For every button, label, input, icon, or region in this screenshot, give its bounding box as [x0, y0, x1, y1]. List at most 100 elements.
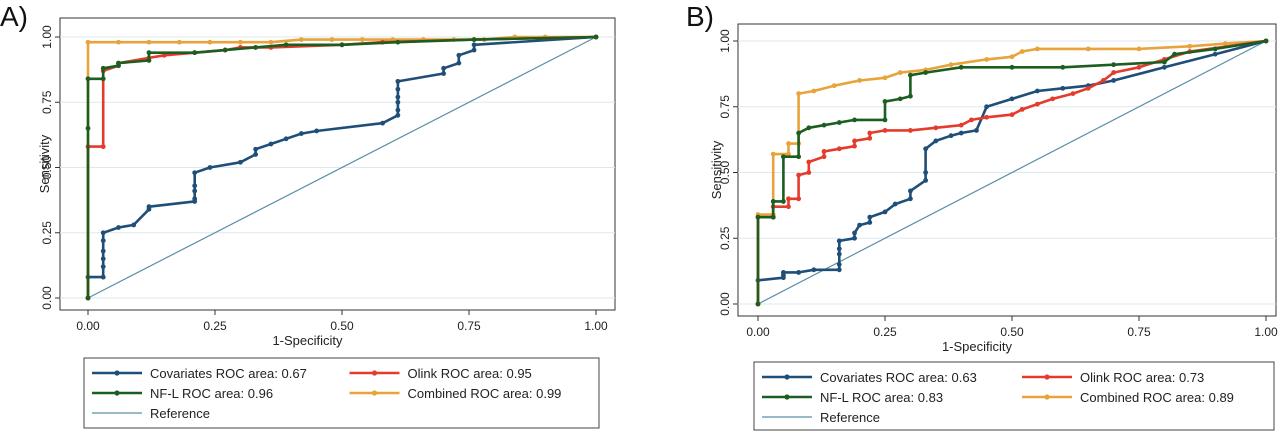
legend-marker [1044, 394, 1050, 400]
data-point [781, 199, 786, 204]
data-point [755, 214, 761, 220]
data-point [1050, 96, 1056, 102]
series-line [756, 39, 1267, 304]
data-point [1212, 51, 1218, 57]
x-tick-label: 0.75 [1127, 325, 1151, 339]
legend-marker [114, 370, 120, 376]
x-tick-label: 0.50 [1000, 325, 1024, 339]
data-point [1111, 62, 1116, 68]
data-point [867, 220, 873, 225]
data-point [770, 151, 776, 157]
data-point [923, 170, 929, 175]
data-point [100, 248, 106, 254]
data-point [770, 199, 776, 204]
data-point [796, 196, 802, 202]
y-tick-label: 1.00 [718, 29, 732, 53]
data-point [131, 222, 137, 228]
data-point [882, 99, 888, 104]
data-point [329, 37, 335, 43]
legend-box [753, 361, 1275, 431]
legend-label: Olink ROC area: 0.73 [1080, 370, 1204, 385]
data-point [1009, 96, 1015, 102]
data-point [116, 39, 121, 45]
data-point [821, 122, 827, 128]
data-point [933, 138, 939, 144]
data-point [796, 130, 802, 136]
x-axis-label: 1-Specificity [272, 333, 343, 348]
data-point [908, 93, 913, 99]
y-tick-label: 0.75 [718, 95, 732, 119]
grid [738, 40, 1276, 305]
data-point [471, 47, 477, 53]
data-point [948, 133, 954, 139]
y-tick-label: 0.75 [40, 90, 54, 114]
data-point [923, 177, 929, 183]
y-tick-label: 0.50 [718, 160, 732, 184]
y-tick-label: 0.00 [40, 286, 54, 310]
data-point [395, 94, 401, 100]
data-point [146, 58, 152, 63]
legend-label: Covariates ROC area: 0.63 [820, 370, 977, 385]
data-point [1035, 88, 1040, 94]
roc-chart-a: A) 0.00 0.00 0.25 0.25 0.50 0.50 0.75 0.75 1.00 1.… [0, 1, 616, 429]
data-point [1070, 91, 1076, 96]
data-point [1136, 46, 1142, 52]
data-point [882, 209, 888, 215]
data-point [796, 172, 802, 178]
data-point [867, 135, 873, 141]
data-point [882, 75, 888, 81]
legend-marker [371, 370, 378, 376]
data-point [958, 122, 964, 128]
data-point [1019, 106, 1025, 112]
data-point [192, 188, 198, 194]
data-point [882, 117, 888, 123]
data-point [908, 188, 913, 194]
data-point [786, 204, 791, 210]
data-point [253, 146, 259, 152]
data-point [923, 146, 929, 152]
data-point [85, 295, 91, 301]
data-point [958, 64, 964, 70]
data-point [852, 117, 857, 123]
x-tick-label: 0.00 [746, 325, 770, 339]
data-point [831, 83, 837, 89]
data-point [892, 201, 898, 207]
data-point [1111, 70, 1116, 75]
y-tick-label: 1.00 [40, 25, 54, 49]
data-point [314, 128, 319, 134]
data-point [253, 45, 259, 50]
legend-label: Olink ROC area: 0.95 [408, 366, 532, 381]
data-point [1009, 112, 1015, 118]
series-nfl [85, 34, 599, 301]
data-point [811, 88, 817, 94]
series-line [756, 39, 1267, 304]
data-point [395, 39, 401, 45]
data-point [908, 72, 913, 78]
legend-label: Combined ROC area: 0.89 [1080, 390, 1234, 405]
data-point [85, 39, 91, 45]
panel-label: A) [0, 1, 28, 32]
data-point [471, 42, 477, 48]
data-point [100, 238, 106, 243]
data-point [395, 86, 401, 92]
data-point [933, 125, 939, 131]
x-tick-label: 0.00 [76, 319, 100, 333]
data-point [192, 183, 198, 189]
series-covariates [755, 38, 1269, 283]
data-point [283, 136, 289, 142]
data-point [1111, 78, 1116, 83]
data-point [958, 130, 964, 136]
data-point [821, 149, 827, 154]
data-point [1136, 64, 1142, 70]
y-axis-label: Sensitivity [709, 140, 724, 199]
data-point [100, 256, 106, 262]
data-point [441, 71, 446, 76]
legend-marker [114, 390, 120, 396]
data-point [755, 301, 761, 307]
panel-a: A) 0.00 0.00 0.25 0.25 0.50 0.50 0.75 0.75 1.00 1.… [0, 1, 616, 429]
legend-label: Combined ROC area: 0.99 [408, 386, 562, 401]
data-point [770, 214, 776, 220]
data-point [146, 204, 152, 210]
data-point [867, 214, 873, 220]
data-point [1085, 46, 1091, 52]
